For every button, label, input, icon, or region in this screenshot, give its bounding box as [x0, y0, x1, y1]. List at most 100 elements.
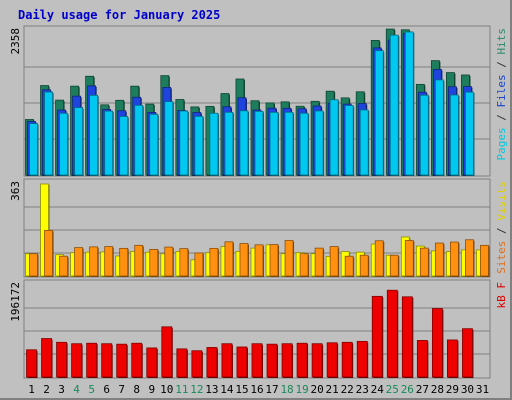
bar-kb-f-day-30: [462, 328, 473, 378]
day-label-17: 17: [265, 383, 278, 396]
bar-kb-f-day-27: [416, 340, 428, 378]
bar-pages-day-21: [329, 99, 339, 176]
series-label-part: Visits: [495, 181, 508, 221]
bar-pages-day-27: [419, 94, 429, 176]
bar-sites-day-21: [329, 246, 339, 277]
bar-sites-day-24: [374, 240, 384, 277]
panel-series-label: Sites / Visits: [495, 181, 508, 274]
bar-kb-f-day-17: [266, 343, 278, 378]
day-label-26: 26: [401, 383, 414, 396]
bar-kb-f-day-28: [431, 308, 443, 378]
bar-sites-day-29: [450, 241, 459, 277]
bar-sites-day-15: [239, 243, 249, 277]
day-label-29: 29: [446, 383, 459, 396]
panel-max-label: 2358: [9, 28, 22, 55]
bar-kb-f-day-10: [161, 326, 173, 378]
bar-sites-day-2: [44, 229, 53, 277]
panel-kbytes: 196172 kB F: [9, 279, 508, 379]
panel-visits: 363 Sites / Visits: [9, 178, 508, 278]
bar-sites-day-10: [164, 246, 174, 277]
bar-pages-day-28: [434, 79, 444, 176]
day-label-1: 1: [28, 383, 35, 396]
day-label-24: 24: [371, 383, 385, 396]
day-label-9: 9: [148, 383, 155, 396]
day-label-27: 27: [416, 383, 429, 396]
bar-kb-f-day-6: [101, 343, 113, 378]
panel-max-label: 363: [9, 181, 22, 201]
bar-sites-day-18: [284, 240, 294, 277]
bar-kb-f-day-13: [206, 347, 218, 378]
bar-kb-f-day-22: [341, 341, 353, 378]
bar-kb-f-day-1: [26, 349, 37, 378]
bar-pages-day-12: [194, 115, 204, 176]
series-label-part: Pages: [495, 127, 508, 160]
day-label-14: 14: [220, 383, 234, 396]
bar-pages-day-7: [119, 116, 129, 176]
bar-kb-f-day-19: [296, 342, 308, 378]
day-label-12: 12: [190, 383, 203, 396]
bar-pages-day-3: [59, 112, 68, 176]
bar-pages-day-1: [29, 123, 38, 176]
series-label-part: Hits: [495, 28, 508, 55]
bar-sites-day-8: [134, 244, 144, 277]
bar-pages-day-17: [269, 111, 279, 176]
bar-pages-day-10: [164, 101, 174, 176]
bar-kb-f-day-15: [236, 346, 248, 378]
bar-kb-f-day-23: [356, 340, 368, 378]
day-label-28: 28: [431, 383, 444, 396]
day-label-5: 5: [88, 383, 95, 396]
day-label-11: 11: [175, 383, 188, 396]
series-label-part: /: [495, 221, 508, 241]
bar-kb-f-day-26: [401, 296, 413, 378]
bar-kb-f-day-7: [116, 343, 128, 378]
series-kb-f: [26, 289, 474, 378]
series-label-part: Sites: [495, 241, 508, 274]
bar-pages-day-22: [344, 105, 354, 176]
series-label-part: Files: [495, 74, 508, 107]
bar-sites-day-9: [149, 248, 159, 277]
panel-series-label: kB F: [495, 282, 508, 309]
series-label-part: kB F: [495, 282, 508, 309]
bar-kb-f-day-2: [41, 338, 52, 378]
series-label-part: /: [495, 55, 508, 75]
bar-kb-f-day-18: [281, 343, 293, 378]
bar-pages-day-15: [239, 110, 249, 176]
chart-panels: 2358 Pages / Files / Hits 363 Sites / Visit…: [9, 25, 508, 379]
bar-sites-day-20: [314, 247, 324, 277]
bar-pages-day-19: [299, 112, 309, 176]
day-label-3: 3: [58, 383, 65, 396]
bar-kb-f-day-14: [221, 343, 233, 378]
bar-kb-f-day-12: [191, 350, 203, 378]
bar-pages-day-26: [404, 31, 414, 176]
day-label-19: 19: [295, 383, 308, 396]
day-label-10: 10: [160, 383, 173, 396]
day-label-22: 22: [341, 383, 354, 396]
day-label-25: 25: [386, 383, 399, 396]
bar-kb-f-day-24: [371, 295, 383, 378]
panel-series-label: Pages / Files / Hits: [495, 28, 508, 161]
bar-sites-day-4: [74, 247, 83, 277]
bar-pages-day-29: [450, 94, 459, 176]
bar-kb-f-day-8: [131, 342, 143, 378]
day-label-2: 2: [43, 383, 50, 396]
bar-pages-day-2: [44, 91, 53, 176]
bar-kb-f-day-25: [386, 289, 398, 378]
bar-sites-day-7: [119, 247, 129, 277]
day-label-21: 21: [326, 383, 339, 396]
day-label-7: 7: [118, 383, 125, 396]
bar-pages-day-25: [389, 34, 399, 176]
bar-sites-day-27: [419, 247, 429, 277]
day-label-4: 4: [73, 383, 80, 396]
bar-sites-day-16: [254, 244, 264, 277]
panel-max-label: 196172: [9, 282, 22, 322]
day-label-31: 31: [476, 383, 489, 396]
day-label-15: 15: [235, 383, 248, 396]
bar-sites-day-13: [209, 247, 219, 277]
bar-sites-day-30: [465, 239, 474, 277]
bar-pages-day-13: [209, 112, 219, 176]
bar-sites-day-31: [480, 244, 489, 277]
series-pages: [29, 31, 475, 177]
bar-sites-day-17: [269, 244, 279, 277]
